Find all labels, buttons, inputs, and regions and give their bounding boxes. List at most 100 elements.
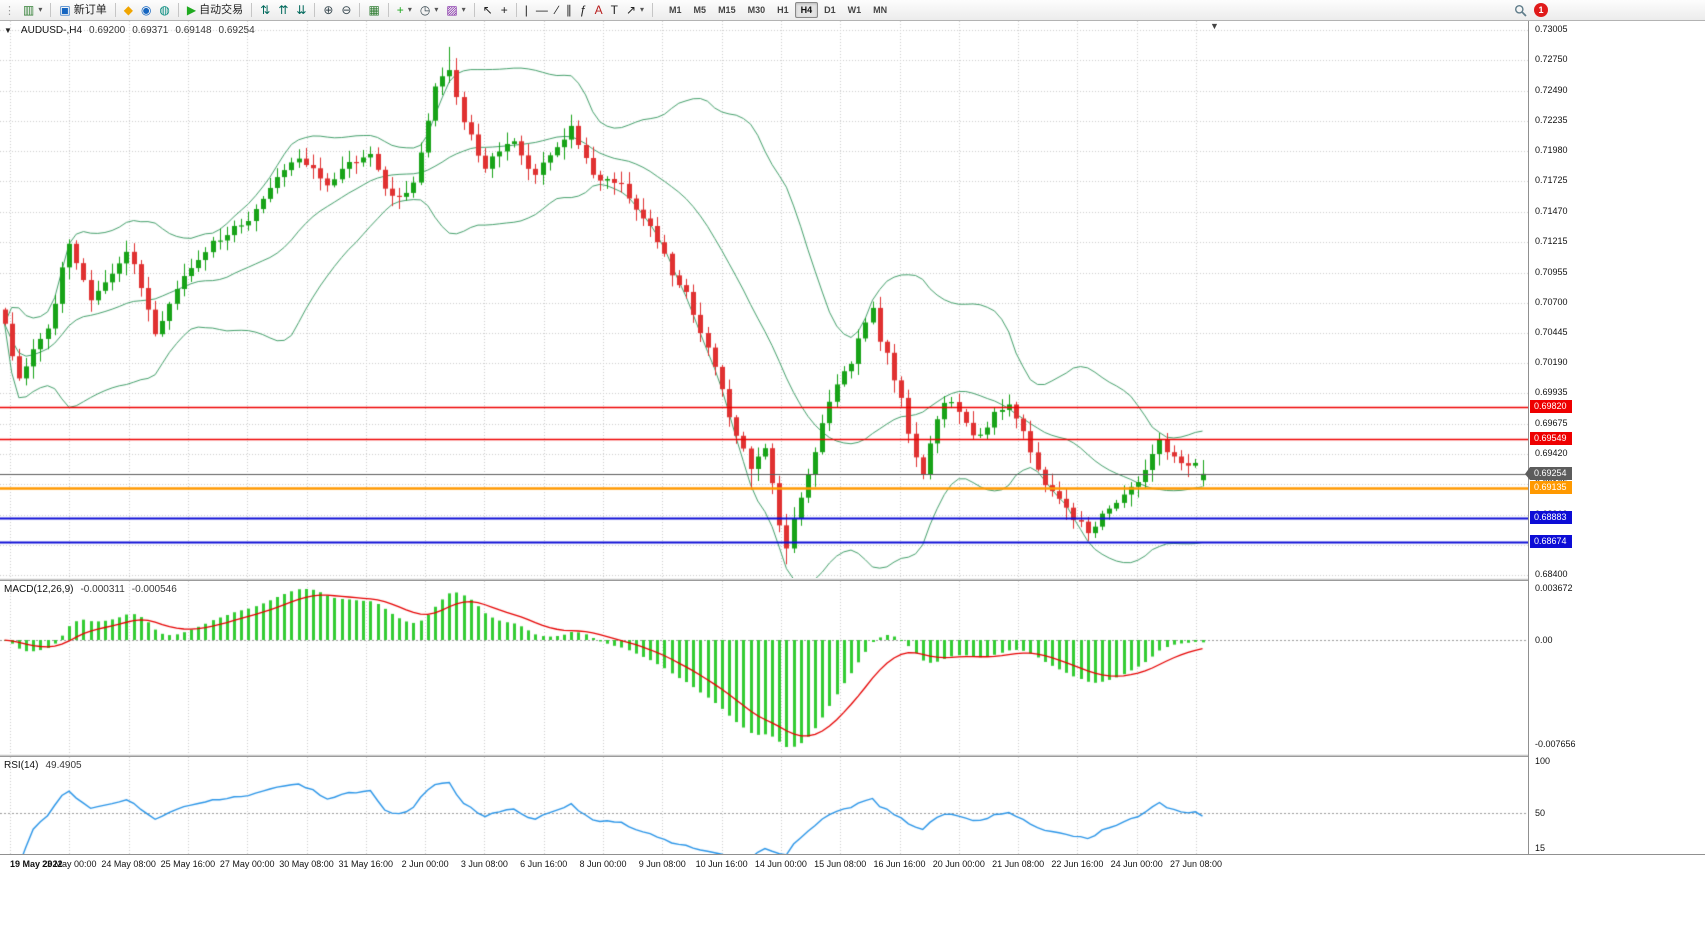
timeframe-button-m1[interactable]: M1 (669, 5, 682, 15)
community-button[interactable]: ◉ (137, 1, 155, 19)
trendline-icon: ∕ (555, 3, 558, 17)
arrows-icon: ↗ (625, 3, 637, 17)
dropdown-caret-icon: ▾ (407, 5, 412, 14)
fibonacci-button[interactable]: ƒ (576, 1, 591, 19)
cursor-button[interactable]: ↖ (479, 1, 497, 19)
time-axis-label[interactable]: 2 Jun 00:00 (401, 859, 449, 869)
toolbar-grip-icon: ⋮ (4, 4, 15, 17)
time-axis-label[interactable]: 20 Jun 00:00 (932, 859, 985, 869)
macd-label: MACD(12,26,9) (4, 584, 74, 595)
time-axis-label[interactable]: 27 Jun 08:00 (1169, 859, 1223, 869)
toolbar-separator (652, 3, 654, 17)
timeframe-button-m15[interactable]: M15 (718, 5, 736, 15)
templates-button[interactable]: ▨ ▾ (442, 1, 469, 19)
time-axis[interactable]: 19 May 2022 23 May 00:00 24 May 08:00 25 Ma… (0, 854, 1705, 875)
notification-badge[interactable]: 1 (1534, 3, 1548, 17)
dropdown-caret-icon: ▾ (434, 5, 439, 14)
time-axis-label[interactable]: 9 Jun 08:00 (638, 859, 686, 869)
horizontal-line-button[interactable]: — (532, 1, 552, 19)
rsi-axis-50-label: 50 (1535, 807, 1546, 818)
text-icon: A (594, 3, 603, 17)
new-chart-button[interactable]: ▥ ▾ (19, 1, 46, 19)
time-axis-label[interactable]: 19 May 2022 (10, 859, 63, 869)
market-watch-button[interactable]: ◍ (155, 1, 173, 19)
time-axis-label[interactable]: 24 May 08:00 (101, 859, 156, 869)
new-order-icon: ▣ (59, 3, 71, 17)
resistance-line-2-price-box: 0.69549 (1530, 431, 1572, 445)
one-click-trading-icon[interactable]: ▼ (4, 26, 12, 35)
tile-windows-button[interactable]: ⇅ (256, 1, 274, 19)
toolbar-separator (387, 3, 389, 17)
time-axis-label[interactable]: 25 May 16:00 (160, 859, 216, 869)
price-axis[interactable]: 0.73005 0.72750 0.72490 0.72235 0.71980 0.717… (1525, 21, 1705, 854)
time-axis-label[interactable]: 27 May 00:00 (219, 859, 275, 869)
time-axis-label[interactable]: 31 May 16:00 (338, 859, 394, 869)
rsi-panel-canvas[interactable] (0, 757, 1528, 854)
panel-separator[interactable] (0, 578, 1705, 581)
time-axis-label[interactable]: 16 Jun 16:00 (873, 859, 926, 869)
rsi-axis-15-label: 15 (1535, 843, 1546, 853)
trendline-button[interactable]: ∕ (552, 1, 562, 19)
timeframe-button-h1[interactable]: H1 (777, 5, 789, 15)
time-axis-label[interactable]: 30 May 08:00 (279, 859, 334, 869)
time-axis-label[interactable]: 21 Jun 08:00 (992, 859, 1045, 869)
arrange-windows-button[interactable]: ⇊ (292, 1, 310, 19)
text-button[interactable]: A (591, 1, 607, 19)
label-button[interactable]: T (607, 1, 622, 19)
indicators-button[interactable]: + ▾ (393, 1, 416, 19)
timeframe-button-m30[interactable]: M30 (747, 5, 766, 15)
templates-icon: ▨ (446, 3, 458, 17)
toolbar-separator (177, 3, 179, 17)
macd-panel-canvas[interactable] (0, 581, 1528, 754)
vertical-line-button[interactable]: | (521, 1, 532, 19)
autotrade-button[interactable]: ▶ 自动交易 (183, 1, 247, 19)
time-axis-label[interactable]: 8 Jun 00:00 (579, 859, 627, 869)
panel-separator[interactable] (0, 754, 1705, 757)
new-order-button[interactable]: ▣ 新订单 (55, 1, 110, 19)
dropdown-caret-icon: ▾ (461, 5, 466, 14)
timeframe-button-m5[interactable]: M5 (693, 5, 707, 15)
time-axis-label[interactable]: 10 Jun 16:00 (695, 859, 748, 869)
macd-axis-min-label: -0.007656 (1535, 739, 1576, 749)
symbol-header: ▼ AUDUSD-,H4 0.69200 0.69371 0.69148 0.6… (4, 25, 255, 36)
rsi-axis-100-label: 100 (1535, 756, 1551, 766)
time-axis-label[interactable]: 14 Jun 00:00 (754, 859, 807, 869)
zoom-in-icon: ⊕ (323, 3, 334, 17)
toolbar-separator (473, 3, 475, 17)
resistance-line-1-price-box: 0.69820 (1530, 399, 1572, 413)
price-axis-label: 0.69420 (1535, 448, 1568, 459)
price-axis-label: 0.71980 (1535, 145, 1568, 156)
periods-button[interactable]: ◷ ▾ (416, 1, 443, 19)
new-chart-icon: ▥ (23, 3, 35, 17)
crosshair-button[interactable]: + (497, 1, 512, 19)
time-axis-label[interactable]: 6 Jun 16:00 (520, 859, 568, 869)
timeframe-button-h4[interactable]: H4 (794, 2, 819, 18)
cascade-windows-button[interactable]: ⇈ (274, 1, 292, 19)
arrows-button[interactable]: ↗ ▾ (622, 1, 648, 19)
time-axis-label[interactable]: 3 Jun 08:00 (460, 859, 508, 869)
zoom-out-button[interactable]: ⊖ (337, 1, 355, 19)
time-axis-label[interactable]: 15 Jun 08:00 (814, 859, 867, 869)
tile-grid-button[interactable]: ▦ (364, 1, 383, 19)
timeframe-button-mn[interactable]: MN (873, 5, 888, 15)
current-price-line-price-box: 0.69254 (1525, 466, 1572, 480)
channel-button[interactable]: ∥ (562, 1, 576, 19)
macd-header: MACD(12,26,9) -0.000311 -0.000546 (4, 584, 177, 595)
zoom-in-button[interactable]: ⊕ (319, 1, 337, 19)
chart-shift-marker[interactable]: ▼ (1210, 21, 1219, 31)
time-axis-label[interactable]: 23 May 00:00 (42, 859, 97, 869)
arrange-windows-icon: ⇊ (296, 3, 307, 17)
periods-icon: ◷ (419, 3, 431, 17)
macd-axis-max-label: 0.003672 (1535, 583, 1573, 593)
time-axis-label[interactable]: 24 Jun 00:00 (1110, 859, 1163, 869)
price-chart-canvas[interactable] (0, 21, 1528, 578)
open-value: 0.69200 (89, 25, 126, 36)
toolbar-separator (359, 3, 361, 17)
alerts-button[interactable]: ◆ (120, 1, 137, 19)
rsi-value: 49.4905 (45, 760, 82, 771)
price-axis-label: 0.71470 (1535, 205, 1568, 216)
time-axis-label[interactable]: 22 Jun 16:00 (1051, 859, 1104, 869)
search-icon[interactable] (1514, 4, 1527, 17)
timeframe-button-d1[interactable]: D1 (824, 5, 836, 15)
timeframe-button-w1[interactable]: W1 (847, 5, 862, 15)
